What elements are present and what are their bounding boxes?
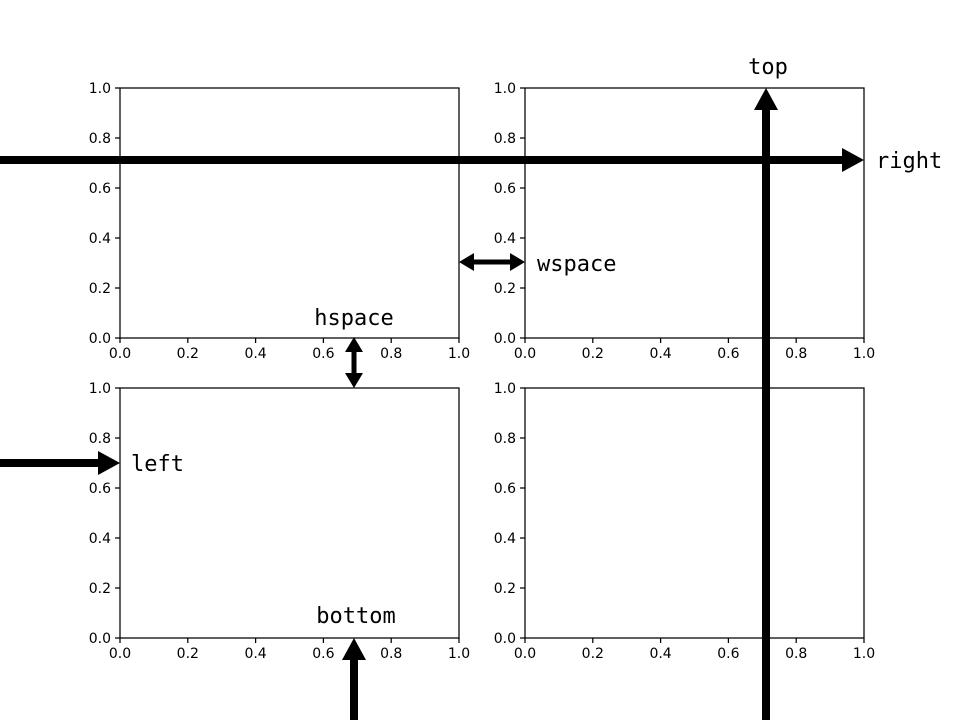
x-tick-label: 0.4 — [649, 646, 671, 662]
x-tick-label: 0.2 — [177, 646, 199, 662]
subplot-grid: 0.00.00.20.20.40.40.60.60.80.81.01.00.00… — [89, 81, 875, 662]
y-tick-label: 0.4 — [494, 531, 516, 547]
y-tick-label: 0.2 — [494, 281, 516, 297]
y-tick-label: 0.6 — [494, 481, 516, 497]
y-tick-label: 0.2 — [89, 581, 111, 597]
wspace-arrow-head-left — [459, 253, 474, 271]
x-tick-label: 0.8 — [785, 646, 807, 662]
y-tick-label: 0.2 — [494, 581, 516, 597]
y-tick-label: 0.8 — [89, 131, 111, 147]
left-arrow — [0, 451, 120, 475]
y-tick-label: 1.0 — [494, 81, 516, 97]
x-tick-label: 0.4 — [244, 346, 266, 362]
hspace-arrow — [345, 337, 363, 388]
y-tick-label: 1.0 — [494, 381, 516, 397]
wspace-arrow — [459, 253, 525, 271]
x-tick-label: 0.4 — [649, 346, 671, 362]
bottom-label: bottom — [316, 604, 395, 629]
x-tick-label: 1.0 — [853, 646, 875, 662]
x-tick-label: 0.0 — [109, 346, 131, 362]
x-tick-label: 0.8 — [785, 346, 807, 362]
x-tick-label: 0.2 — [582, 346, 604, 362]
x-tick-label: 0.0 — [514, 346, 536, 362]
wspace-arrow-head-right — [510, 253, 525, 271]
x-tick-label: 1.0 — [448, 346, 470, 362]
y-tick-label: 1.0 — [89, 381, 111, 397]
y-tick-label: 0.4 — [494, 231, 516, 247]
hspace-label: hspace — [314, 306, 393, 331]
axes-frame — [525, 88, 864, 338]
x-tick-label: 0.6 — [717, 646, 739, 662]
y-tick-label: 0.4 — [89, 231, 111, 247]
wspace-label: wspace — [537, 252, 616, 277]
x-tick-label: 0.0 — [109, 646, 131, 662]
y-tick-label: 0.0 — [89, 331, 111, 347]
y-tick-label: 1.0 — [89, 81, 111, 97]
x-tick-label: 0.6 — [312, 646, 334, 662]
left-arrow-head — [98, 451, 120, 475]
y-tick-label: 0.0 — [494, 631, 516, 647]
x-tick-label: 1.0 — [853, 346, 875, 362]
y-tick-label: 0.6 — [89, 481, 111, 497]
axes-frame — [120, 388, 459, 638]
x-tick-label: 0.2 — [177, 346, 199, 362]
x-tick-label: 0.8 — [380, 346, 402, 362]
hspace-arrow-head-down — [345, 373, 363, 388]
y-tick-label: 0.2 — [89, 281, 111, 297]
right-label: right — [876, 149, 942, 174]
x-tick-label: 0.0 — [514, 646, 536, 662]
subplot-top-left: 0.00.0 0.2 0.2 0.4 0.4 0.6 0.6 0.8 0.8 1.0 1.0 — [89, 81, 470, 362]
y-tick-label: 0.6 — [494, 181, 516, 197]
x-tick-label: 1.0 — [448, 646, 470, 662]
x-tick-label: 0.8 — [380, 646, 402, 662]
y-tick-label: 0.4 — [89, 531, 111, 547]
top-label: top — [748, 55, 788, 80]
x-tick-label: 0.6 — [312, 346, 334, 362]
y-tick-label: 0.0 — [89, 631, 111, 647]
y-tick-label: 0.8 — [89, 431, 111, 447]
bottom-arrow — [342, 638, 366, 720]
subplot-bottom-right: 0.00.0 0.2 0.2 0.4 0.4 0.6 0.6 0.8 0.8 1.0 1.0 — [494, 381, 875, 662]
axes-frame — [120, 88, 459, 338]
subplot-bottom-left: 0.00.0 0.2 0.2 0.4 0.4 0.6 0.6 0.8 0.8 1.0 1.0 — [89, 381, 470, 662]
axes-frame — [525, 388, 864, 638]
y-tick-label: 0.0 — [494, 331, 516, 347]
subplot-top-right: 0.00.0 0.2 0.2 0.4 0.4 0.6 0.6 0.8 0.8 1.0 1.0 — [494, 81, 875, 362]
y-tick-label: 0.6 — [89, 181, 111, 197]
x-tick-label: 0.6 — [717, 346, 739, 362]
x-tick-label: 0.2 — [582, 646, 604, 662]
y-tick-label: 0.8 — [494, 131, 516, 147]
x-tick-label: 0.4 — [244, 646, 266, 662]
left-label: left — [131, 452, 184, 477]
y-tick-label: 0.8 — [494, 431, 516, 447]
hspace-arrow-head-up — [345, 337, 363, 352]
bottom-arrow-head — [342, 638, 366, 660]
